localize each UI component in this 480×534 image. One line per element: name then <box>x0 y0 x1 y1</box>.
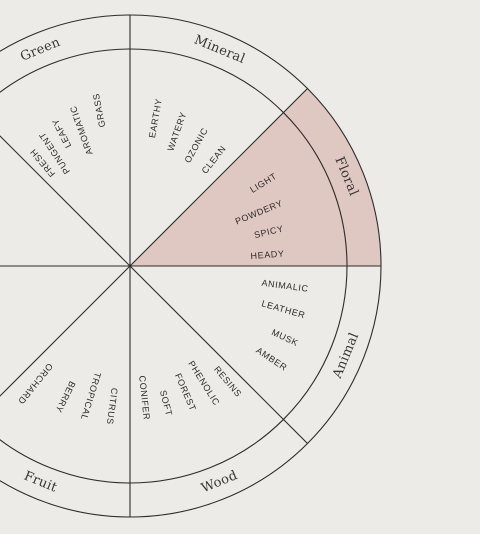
note-label-amber: AMBER <box>254 345 289 373</box>
segment-label-wood: Wood <box>199 468 240 496</box>
segment-label-mineral: Mineral <box>192 33 247 67</box>
note-label-conifer: CONIFER <box>137 375 152 421</box>
spoke-upper-right <box>129 88 308 267</box>
highlight-layer <box>130 88 381 267</box>
spoke-upper-left <box>0 135 131 267</box>
note-label-grass: GRASS <box>91 92 107 128</box>
note-label-aromatic: AROMATIC <box>68 104 95 156</box>
note-label-heady: HEADY <box>250 249 285 262</box>
note-label-tropical: TROPICAL <box>79 371 103 422</box>
note-label-orchard: ORCHARD <box>16 361 55 406</box>
note-label-citrus: CITRUS <box>105 387 120 425</box>
spoke-lower-right <box>129 265 308 444</box>
note-label-soft: SOFT <box>158 389 174 417</box>
note-label-forest: FOREST <box>173 372 198 413</box>
spoke-lower-left <box>0 265 131 397</box>
note-label-clean: CLEAN <box>200 144 228 176</box>
note-label-ozonic: OZONIC <box>182 126 209 165</box>
note-label-watery: WATERY <box>165 110 188 152</box>
segment-label-fruit: Fruit <box>22 469 60 496</box>
note-label-berry: BERRY <box>53 380 77 415</box>
floral-highlight-wedge <box>130 88 381 267</box>
note-label-earthy: EARTHY <box>147 98 164 139</box>
spoke-layer <box>0 15 381 517</box>
note-label-musk: MUSK <box>270 327 300 348</box>
segment-label-green: Green <box>18 35 63 65</box>
note-label-leather: LEATHER <box>260 298 306 320</box>
note-label-animalic: ANIMALIC <box>261 278 309 294</box>
